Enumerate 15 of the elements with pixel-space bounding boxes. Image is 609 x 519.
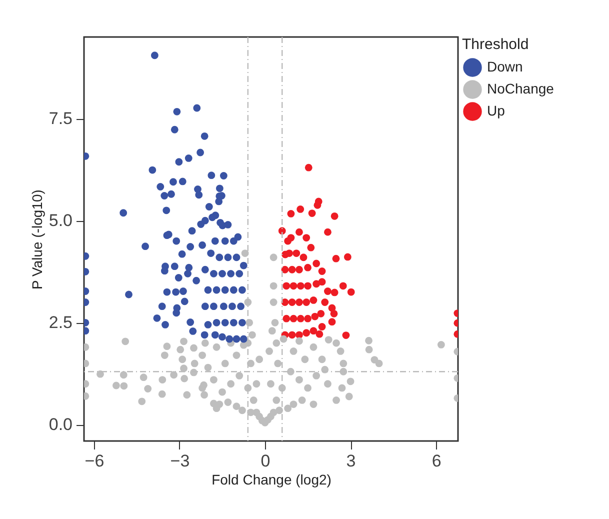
y-axis-title: P Value (-log10) [28, 190, 45, 290]
y-tick-label: 5.0 [48, 211, 72, 230]
y-tick-label: 2.5 [48, 313, 72, 332]
y-tick-label: 7.5 [48, 109, 72, 128]
x-axis-title: Fold Change (log2) [212, 472, 332, 488]
x-tick-label: −6 [84, 452, 104, 470]
legend-label: Down [487, 58, 523, 74]
x-tick-label: 3 [346, 452, 356, 470]
legend-label: NoChange [487, 80, 554, 96]
x-tick-label: −3 [170, 452, 190, 470]
x-tick-label: 6 [432, 452, 442, 470]
y-tick-label: 0.0 [48, 415, 72, 434]
legend-label: Up [487, 102, 506, 118]
x-tick-label: 0 [260, 452, 270, 470]
legend-title: Threshold [462, 36, 529, 53]
